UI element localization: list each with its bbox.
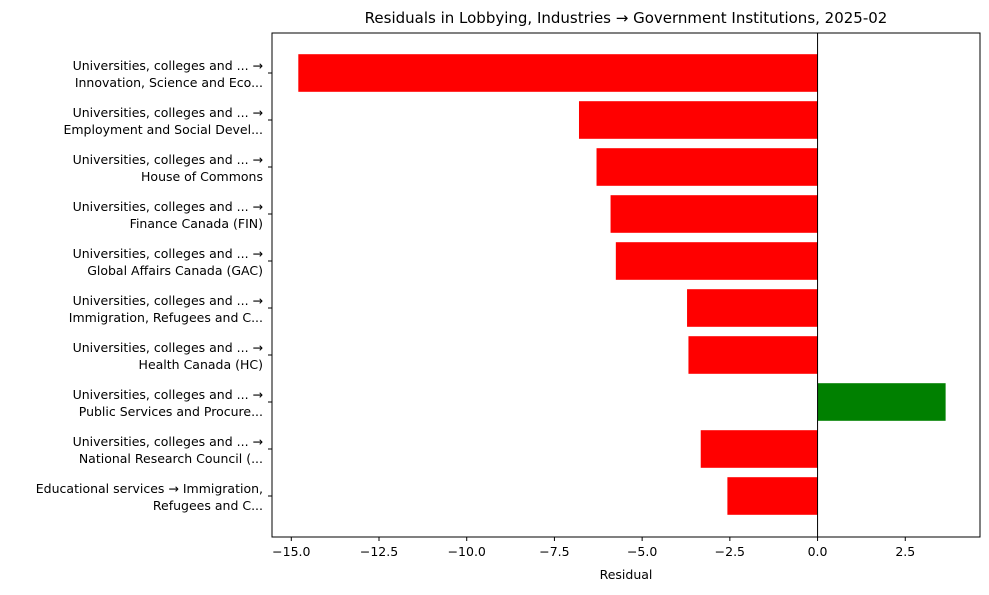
bar-9 — [700, 430, 818, 468]
chart-title: Residuals in Lobbying, Industries → Gove… — [365, 9, 888, 27]
bar-4 — [610, 195, 818, 233]
x-tick-label-6: −2.5 — [715, 544, 745, 559]
y-tick-label-4-line-1: Universities, colleges and ... → — [73, 199, 263, 214]
plot-area-frame — [271, 32, 981, 538]
bar-6 — [687, 289, 818, 327]
y-tick-label-8: Universities, colleges and ... → Public S… — [73, 387, 263, 419]
y-tick-label-10: Educational services → Immigration, Refug… — [36, 481, 263, 513]
bar-1 — [298, 54, 818, 92]
y-tick-label-1-line-1: Universities, colleges and ... → — [73, 58, 263, 73]
x-axis-ticks: −15.0 −12.5 −10.0 −7.5 −5.0 −2.5 0.0 2.5 — [272, 537, 915, 559]
y-tick-label-2: Universities, colleges and ... → Employme… — [63, 105, 263, 137]
y-tick-label-5-line-1: Universities, colleges and ... → — [73, 246, 263, 261]
y-tick-label-4: Universities, colleges and ... → Finance … — [73, 199, 263, 231]
y-tick-label-7: Universities, colleges and ... → Health C… — [73, 340, 263, 372]
bars-group — [298, 54, 946, 515]
y-tick-label-6: Universities, colleges and ... → Immigrat… — [69, 293, 263, 325]
bar-5 — [615, 242, 818, 280]
x-tick-label-2: −12.5 — [360, 544, 398, 559]
y-tick-label-10-line-1: Educational services → Immigration, — [36, 481, 263, 496]
y-tick-label-3-line-1: Universities, colleges and ... → — [73, 152, 263, 167]
x-tick-label-3: −10.0 — [448, 544, 486, 559]
bar-3 — [596, 148, 818, 186]
y-tick-label-5-line-2: Global Affairs Canada (GAC) — [87, 263, 263, 278]
bar-2 — [578, 101, 818, 139]
y-tick-label-2-line-2: Employment and Social Devel... — [63, 122, 263, 137]
y-tick-label-9: Universities, colleges and ... → National… — [73, 434, 263, 466]
x-tick-label-5: −5.0 — [627, 544, 657, 559]
x-tick-label-7: 0.0 — [808, 544, 828, 559]
y-tick-label-6-line-2: Immigration, Refugees and C... — [69, 310, 263, 325]
y-tick-label-7-line-2: Health Canada (HC) — [139, 357, 263, 372]
bar-8 — [817, 383, 946, 421]
y-tick-label-7-line-1: Universities, colleges and ... → — [73, 340, 263, 355]
y-axis-ticks: Universities, colleges and ... → Innovati… — [36, 58, 272, 513]
y-tick-label-3-line-2: House of Commons — [141, 169, 263, 184]
x-tick-label-1: −15.0 — [272, 544, 310, 559]
x-axis-label: Residual — [600, 567, 653, 582]
y-tick-label-9-line-2: National Research Council (... — [79, 451, 263, 466]
y-tick-label-10-line-2: Refugees and C... — [153, 498, 263, 513]
y-tick-label-4-line-2: Finance Canada (FIN) — [130, 216, 263, 231]
y-tick-label-3: Universities, colleges and ... → House of… — [73, 152, 263, 184]
y-tick-label-8-line-1: Universities, colleges and ... → — [73, 387, 263, 402]
x-tick-label-4: −7.5 — [539, 544, 569, 559]
y-tick-label-9-line-1: Universities, colleges and ... → — [73, 434, 263, 449]
y-tick-label-5: Universities, colleges and ... → Global A… — [73, 246, 263, 278]
bar-7 — [688, 336, 818, 374]
bar-10 — [727, 477, 818, 515]
y-tick-label-1-line-2: Innovation, Science and Eco... — [75, 75, 263, 90]
y-tick-label-1: Universities, colleges and ... → Innovati… — [73, 58, 263, 90]
y-tick-label-6-line-1: Universities, colleges and ... → — [73, 293, 263, 308]
y-tick-label-2-line-1: Universities, colleges and ... → — [73, 105, 263, 120]
x-tick-label-8: 2.5 — [895, 544, 915, 559]
y-tick-label-8-line-2: Public Services and Procure... — [79, 404, 263, 419]
